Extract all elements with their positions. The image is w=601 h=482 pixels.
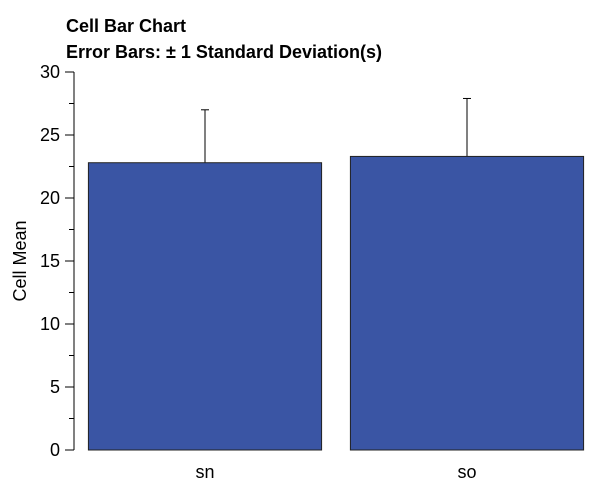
y-tick-label: 10	[40, 314, 60, 334]
y-tick-label: 25	[40, 125, 60, 145]
y-tick-label: 20	[40, 188, 60, 208]
bar-so	[349, 155, 585, 451]
x-tick-label: sn	[195, 462, 214, 482]
bars-layer	[87, 97, 585, 451]
x-tick-label: so	[457, 462, 476, 482]
chart-subtitle: Error Bars: ± 1 Standard Deviation(s)	[66, 42, 382, 62]
axes-layer: 0 5 10 15 20 25 30 sn so	[40, 62, 477, 482]
chart-title: Cell Bar Chart	[66, 16, 187, 36]
y-tick-label: 5	[50, 377, 60, 397]
y-tick-label: 30	[40, 62, 60, 82]
y-tick-label: 15	[40, 251, 60, 271]
y-axis-label: Cell Mean	[10, 220, 30, 301]
y-tick-label: 0	[50, 440, 60, 460]
bar-sn	[87, 162, 323, 451]
